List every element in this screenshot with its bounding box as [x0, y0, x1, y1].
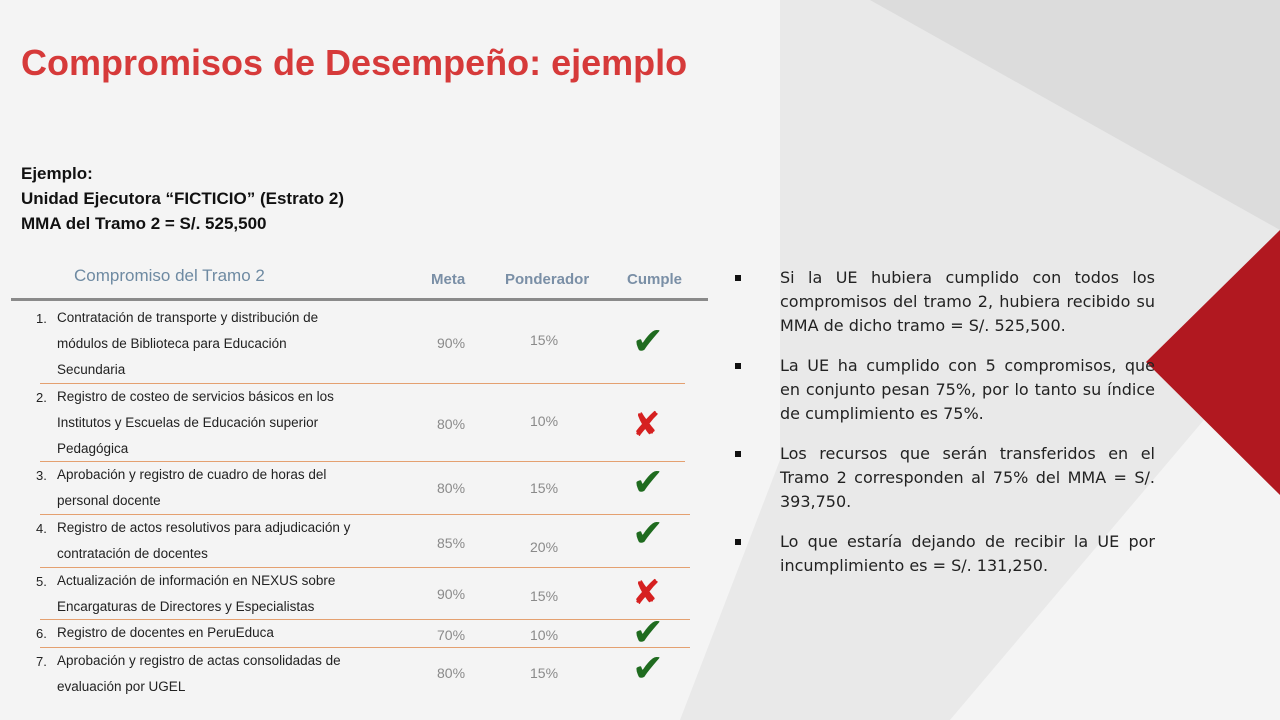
header-weight: Ponderador [505, 271, 590, 288]
commitment-text: Aprobación y registro de actas consolida… [57, 653, 341, 694]
row-divider [40, 383, 685, 384]
bullet-square-icon [735, 275, 741, 281]
meta-value: 80% [437, 480, 466, 496]
bullet-text: La UE ha cumplido con 5 compromisos, que… [780, 356, 1155, 423]
row-number: 5. [36, 574, 47, 589]
check-icon: ✔ [632, 321, 664, 363]
row-divider [40, 619, 690, 620]
meta-value: 90% [437, 335, 466, 351]
row-divider [40, 647, 690, 648]
commitment-text: Aprobación y registro de cuadro de horas… [57, 467, 327, 508]
summary-bullets: Si la UE hubiera cumplido con todos los … [735, 266, 1155, 594]
example-block: Ejemplo: Unidad Ejecutora “FICTICIO” (Es… [21, 161, 344, 236]
bullet-item: La UE ha cumplido con 5 compromisos, que… [735, 354, 1155, 426]
row-number: 6. [36, 626, 47, 641]
header-commitment: Compromiso del Tramo 2 [74, 266, 265, 285]
header-meta: Meta [431, 271, 466, 288]
cross-icon: ✘ [632, 574, 661, 612]
weight-value: 15% [530, 480, 559, 496]
bullet-text: Si la UE hubiera cumplido con todos los … [780, 268, 1155, 335]
row-number: 7. [36, 654, 47, 669]
bullet-item: Lo que estaría dejando de recibir la UE … [735, 530, 1155, 578]
bullet-item: Si la UE hubiera cumplido con todos los … [735, 266, 1155, 338]
row-divider [40, 461, 685, 462]
header-complies: Cumple [627, 271, 683, 288]
row-number: 1. [36, 311, 47, 326]
weight-value: 15% [530, 588, 559, 604]
meta-value: 80% [437, 416, 466, 432]
commitment-text: Registro de costeo de servicios básicos … [57, 389, 334, 456]
bullet-item: Los recursos que serán transferidos en e… [735, 442, 1155, 514]
bullet-text: Lo que estaría dejando de recibir la UE … [780, 532, 1155, 575]
example-label: Ejemplo: [21, 164, 93, 183]
commitment-text: Registro de actos resolutivos para adjud… [57, 520, 351, 561]
check-icon: ✔ [632, 513, 664, 555]
commitment-text: Registro de docentes en PeruEduca [57, 625, 274, 640]
bullet-square-icon [735, 363, 741, 369]
meta-value: 70% [437, 627, 466, 643]
check-icon: ✔ [632, 462, 664, 504]
meta-value: 85% [437, 535, 466, 551]
bullet-text: Los recursos que serán transferidos en e… [780, 444, 1155, 511]
row-divider [40, 514, 690, 515]
meta-value: 80% [437, 665, 466, 681]
row-divider [40, 567, 690, 568]
row-number: 3. [36, 468, 47, 483]
weight-value: 20% [530, 539, 559, 555]
bullet-square-icon [735, 539, 741, 545]
row-number: 4. [36, 521, 47, 536]
weight-value: 15% [530, 665, 559, 681]
commitment-text: Contratación de transporte y distribució… [57, 310, 319, 377]
page-title: Compromisos de Desempeño: ejemplo [21, 42, 688, 83]
weight-value: 10% [530, 627, 559, 643]
check-icon: ✔ [632, 648, 664, 690]
cross-icon: ✘ [632, 406, 661, 444]
bullet-square-icon [735, 451, 741, 457]
commitment-text: Actualización de información en NEXUS so… [57, 573, 336, 614]
weight-value: 10% [530, 413, 559, 429]
example-unit: Unidad Ejecutora “FICTICIO” (Estrato 2) [21, 189, 345, 208]
example-mma: MMA del Tramo 2 = S/. 525,500 [21, 214, 267, 233]
row-number: 2. [36, 390, 47, 405]
header-divider [11, 298, 708, 301]
weight-value: 15% [530, 332, 559, 348]
check-icon: ✔ [632, 612, 664, 654]
meta-value: 90% [437, 586, 466, 602]
